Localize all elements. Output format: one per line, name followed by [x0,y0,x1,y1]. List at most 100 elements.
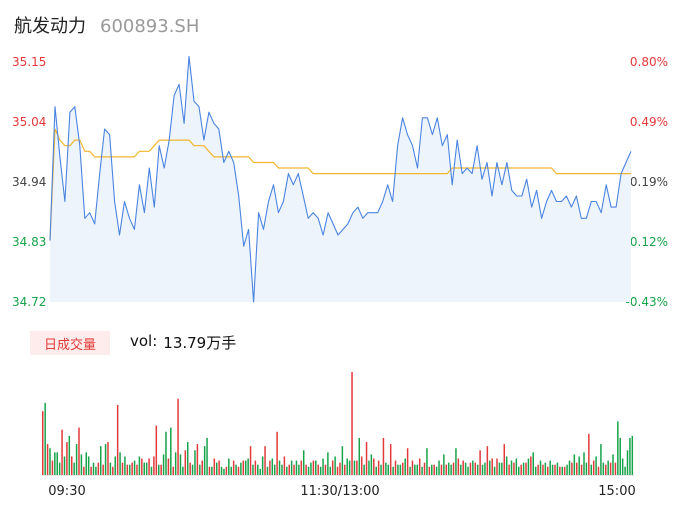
stock-name: 航发动力 [14,16,86,37]
volume-bar [119,452,121,475]
volume-bar [358,437,361,475]
volume-bar [228,458,230,475]
volume-bar [44,402,46,475]
volume-bar [380,464,382,475]
volume-bar [348,460,351,475]
avg-price-line [49,128,631,241]
volume-bar [63,456,66,475]
volume-bar [399,464,402,475]
volume-bar [360,456,363,475]
volume-bar [578,456,580,475]
volume-bar [329,466,332,475]
volume-bar [580,464,583,475]
volume-bar [208,466,211,475]
volume-bar [218,460,220,475]
volume-bar [300,460,303,475]
volume-bar [201,460,203,475]
volume-bar [165,431,167,475]
volume-bar [592,460,595,475]
volume-bar [153,456,155,475]
volume-bar [385,462,387,475]
daily-volume-tab[interactable]: 日成交量 [30,331,110,355]
volume-bar [230,466,232,475]
volume-bar [170,427,172,475]
volume-bar [426,448,428,475]
volume-bar [464,462,467,475]
volume-bar [551,464,554,475]
volume-bar [312,460,315,475]
volume-bar [215,462,218,475]
volume-bar [99,446,102,475]
volume-bar [457,458,460,475]
volume-bar [213,458,216,475]
volume-bar [612,454,614,475]
volume-bar [133,460,136,475]
volume-bar [174,452,177,475]
y-right-tick-label: -0.12% [626,235,668,249]
volume-bar [293,464,295,475]
volume-bar [281,464,283,475]
volume-bar [109,462,112,475]
volume-bar [150,466,153,475]
volume-value: 13.79万手 [163,334,237,352]
x-tick-label: 15:00 [598,484,635,499]
volume-bar [211,466,213,475]
volume-bar [498,462,501,475]
volume-bar [556,462,559,475]
volume-bar [515,458,518,475]
y-left-tick-label: 35.15 [12,55,46,69]
volume-bar [433,464,435,475]
volume-bar [49,448,51,475]
volume-bar [595,456,597,475]
volume-bar [370,454,373,475]
volume-bar [90,466,92,475]
x-tick-label: 11:30/13:00 [300,484,379,499]
volume-bar [363,464,365,475]
volume-bar [71,456,73,475]
volume-bar [199,464,201,475]
volume-bar [496,458,498,475]
volume-bar [121,462,124,475]
volume-bar [469,462,472,475]
volume-bar [220,466,223,475]
volume-bar [177,398,179,475]
volume-bar [607,460,609,475]
volume-bar [92,462,95,475]
volume-bar [138,456,141,475]
volume-bar [373,458,375,475]
volume-bar [547,466,549,475]
volume-bar [223,468,225,475]
volume-bar [331,460,334,475]
volume-bar [336,466,339,475]
volume-bar [467,466,469,475]
volume-bar [365,442,368,475]
volume-bar [510,460,513,475]
volume-bar [462,460,464,475]
volume-bar [474,462,477,475]
volume-bar [295,460,298,475]
volume-bar [225,466,228,475]
volume-bar [235,464,237,475]
volume-bar [563,466,566,475]
volume-bar [107,442,109,475]
volume-bar [141,458,143,475]
volume-bar [486,446,489,475]
volume-bar [476,464,479,475]
volume-bar [196,444,199,475]
volume-bar [80,454,83,475]
volume-bar [561,466,564,475]
volume-bar [310,462,312,475]
volume-bar [254,460,257,475]
volume-bar [428,466,431,475]
volume-bar [411,460,414,475]
volume-bar [276,431,278,475]
volume-bar [344,464,346,475]
y-left-tick-label: 34.83 [12,235,46,249]
volume-bar [203,446,206,475]
volume-bar [261,456,264,475]
volume-bar [302,450,305,475]
volume-bar [286,466,288,475]
volume-bar [484,462,486,475]
volume-bar [353,460,356,475]
volume-bar [184,450,187,475]
